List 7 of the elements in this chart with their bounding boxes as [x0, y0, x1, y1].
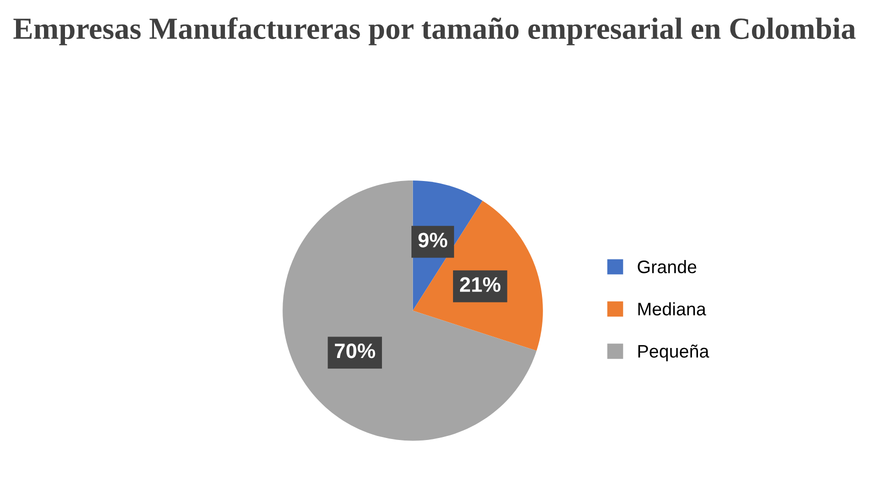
data-label: 9% — [418, 232, 448, 248]
chart-title: Empresas Manufactureras por tamaño empresarial en Colombia — [13, 17, 856, 46]
legend-label: Grande — [638, 260, 696, 274]
data-label: 21% — [460, 277, 500, 292]
legend-label: Pequeña — [638, 344, 710, 362]
data-label: 70% — [334, 344, 376, 358]
legend-label: Mediana — [638, 302, 706, 316]
